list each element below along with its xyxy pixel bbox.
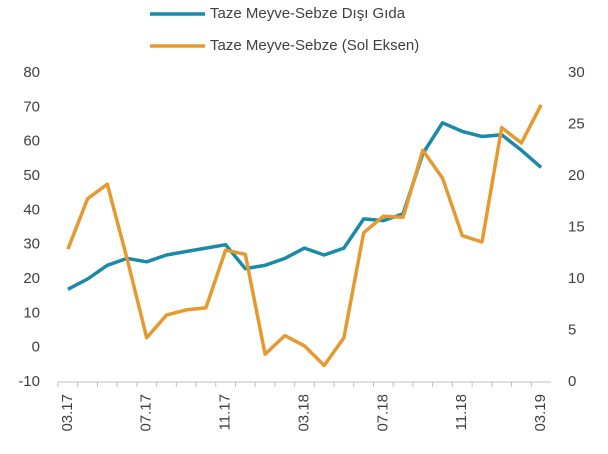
y2-tick-label: 15 xyxy=(568,218,585,235)
x-tick-label: 07.18 xyxy=(374,394,391,432)
series-line xyxy=(67,121,543,291)
y-tick-label: 30 xyxy=(23,236,40,253)
legend-label: Taze Meyve-Sebze (Sol Eksen) xyxy=(210,37,419,54)
x-tick-label: 03.17 xyxy=(59,394,76,432)
y-tick-label: 80 xyxy=(23,64,40,81)
y-tick-label: 10 xyxy=(23,304,40,321)
x-tick-label: 03.18 xyxy=(295,394,312,432)
x-tick-label: 03.19 xyxy=(532,394,549,432)
y-tick-label: 20 xyxy=(23,270,40,287)
x-tick-label: 11.18 xyxy=(453,394,470,430)
y2-tick-label: 30 xyxy=(568,64,585,81)
y-tick-label: -10 xyxy=(18,373,40,390)
x-tick-label: 07.17 xyxy=(138,394,155,432)
y-tick-label: 40 xyxy=(23,201,40,218)
y2-tick-label: 20 xyxy=(568,167,585,184)
series-line xyxy=(66,104,543,368)
y-tick-label: 0 xyxy=(32,339,40,356)
y2-tick-label: 25 xyxy=(568,115,585,132)
y-tick-label: 50 xyxy=(23,167,40,184)
y-tick-label: 70 xyxy=(23,98,40,115)
y2-tick-label: 10 xyxy=(568,270,585,287)
y2-tick-label: 5 xyxy=(568,321,576,338)
legend-label: Taze Meyve-Sebze Dışı Gıda xyxy=(210,5,406,22)
y2-tick-label: 0 xyxy=(568,373,576,390)
y-tick-label: 60 xyxy=(23,133,40,150)
x-tick-label: 11.17 xyxy=(217,394,234,430)
